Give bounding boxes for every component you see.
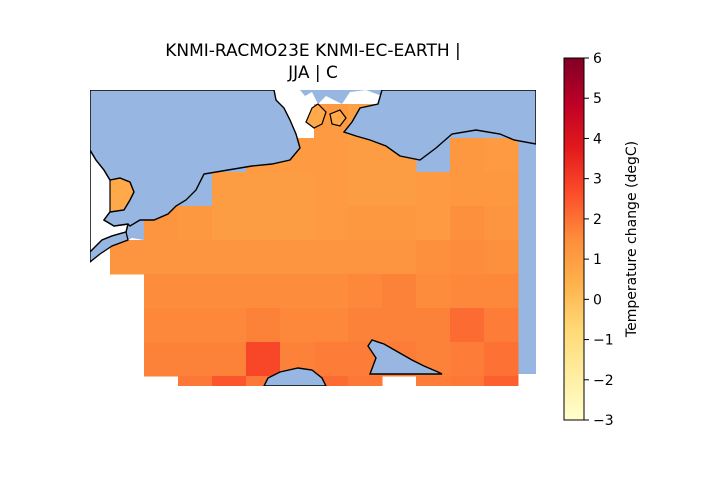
grid-cell [416, 308, 451, 343]
grid-cell [144, 274, 179, 309]
grid-cell [484, 138, 519, 173]
grid-cell [484, 376, 519, 386]
north-sea [90, 90, 301, 227]
grid-cell [178, 206, 213, 241]
grid-cell [212, 206, 247, 241]
grid-cell [450, 206, 485, 241]
grid-cell [280, 274, 315, 309]
colorbar-tick-label: −3 [593, 413, 614, 429]
grid-cell [348, 274, 383, 309]
map-title: KNMI-RACMO23E KNMI-EC-EARTH | JJA | C [90, 40, 536, 84]
grid-cell [212, 342, 247, 377]
grid-cell [144, 240, 179, 275]
grid-cell [212, 274, 247, 309]
grid-cell [178, 274, 213, 309]
grid-cell [246, 206, 281, 241]
baltic-sea [342, 90, 536, 161]
grid-cell [212, 240, 247, 275]
grid-cell [382, 274, 417, 309]
grid-cell [484, 342, 519, 377]
grid-cell [314, 274, 349, 309]
grid-cell [280, 240, 315, 275]
grid-cell [178, 376, 213, 386]
grid-cell [416, 206, 451, 241]
grid-cell [348, 240, 383, 275]
colorbar-tick-label: 3 [593, 172, 602, 188]
grid-cell [280, 206, 315, 241]
colorbar-tick-label: −2 [593, 373, 614, 389]
title-line-1: KNMI-RACMO23E KNMI-EC-EARTH | [165, 41, 461, 61]
grid-cell [450, 342, 485, 377]
colorbar-gradient [563, 57, 585, 421]
grid-cell [348, 308, 383, 343]
grid-cell [314, 172, 349, 207]
grid-cell [484, 274, 519, 309]
grid-cell [178, 308, 213, 343]
grid-cell [348, 138, 383, 173]
grid-cell [314, 342, 349, 377]
grid-cell [348, 376, 383, 386]
grid-cell [484, 172, 519, 207]
grid-cell [144, 308, 179, 343]
grid-cell [178, 342, 213, 377]
colorbar-tick-label: 4 [593, 131, 602, 147]
colorbar-tick-label: 1 [593, 252, 602, 268]
danish-islands [305, 103, 347, 129]
grid-cell [314, 308, 349, 343]
grid-cell [314, 138, 349, 173]
grid-cell [416, 376, 451, 386]
colorbar-ticks: 6 5 4 3 2 1 0 −1 −2 −3 [584, 51, 614, 429]
grid-cell [416, 172, 451, 207]
title-line-2: JJA | C [288, 63, 338, 83]
grid-cell [314, 376, 349, 386]
grid-cell [450, 138, 485, 173]
grid-cell [212, 376, 247, 386]
colorbar-label: Temperature change (degC) [624, 141, 640, 338]
grid-cell [246, 342, 281, 377]
grid-cell [178, 240, 213, 275]
grid-cell [110, 240, 145, 275]
grid-cell [280, 172, 315, 207]
grid-cell [246, 172, 281, 207]
grid-cell [484, 206, 519, 241]
colorbar-tick-label: 6 [593, 51, 602, 67]
grid-cell [280, 308, 315, 343]
colorbar-tick-label: −1 [593, 333, 614, 349]
colorbar-tick-label: 0 [593, 292, 602, 308]
grid-cell [314, 206, 349, 241]
grid-cell [450, 308, 485, 343]
grid-cell [450, 376, 485, 386]
grid-cell [416, 274, 451, 309]
grid-cell [246, 376, 281, 386]
grid-cell [382, 240, 417, 275]
grid-cell [382, 308, 417, 343]
grid-cell [212, 172, 247, 207]
english-channel [90, 231, 129, 263]
grid-cell [246, 274, 281, 309]
grid-cell [450, 172, 485, 207]
grid-cell [348, 172, 383, 207]
grid-cell [382, 172, 417, 207]
grid-cell [484, 308, 519, 343]
grid-cell [484, 240, 519, 275]
grid-cell [450, 274, 485, 309]
grid-cell [382, 206, 417, 241]
grid-cell [348, 206, 383, 241]
ligurian-sea [263, 367, 327, 386]
grid-cell [314, 240, 349, 275]
grid-cell [416, 240, 451, 275]
colorbar-tick-label: 2 [593, 212, 602, 228]
colorbar-tick-label: 5 [593, 91, 602, 107]
grid-cell [246, 240, 281, 275]
grid-cell [144, 342, 179, 377]
grid-cell [450, 240, 485, 275]
adriatic-sea [367, 339, 443, 375]
grid-cell [212, 308, 247, 343]
grid-cell [246, 308, 281, 343]
